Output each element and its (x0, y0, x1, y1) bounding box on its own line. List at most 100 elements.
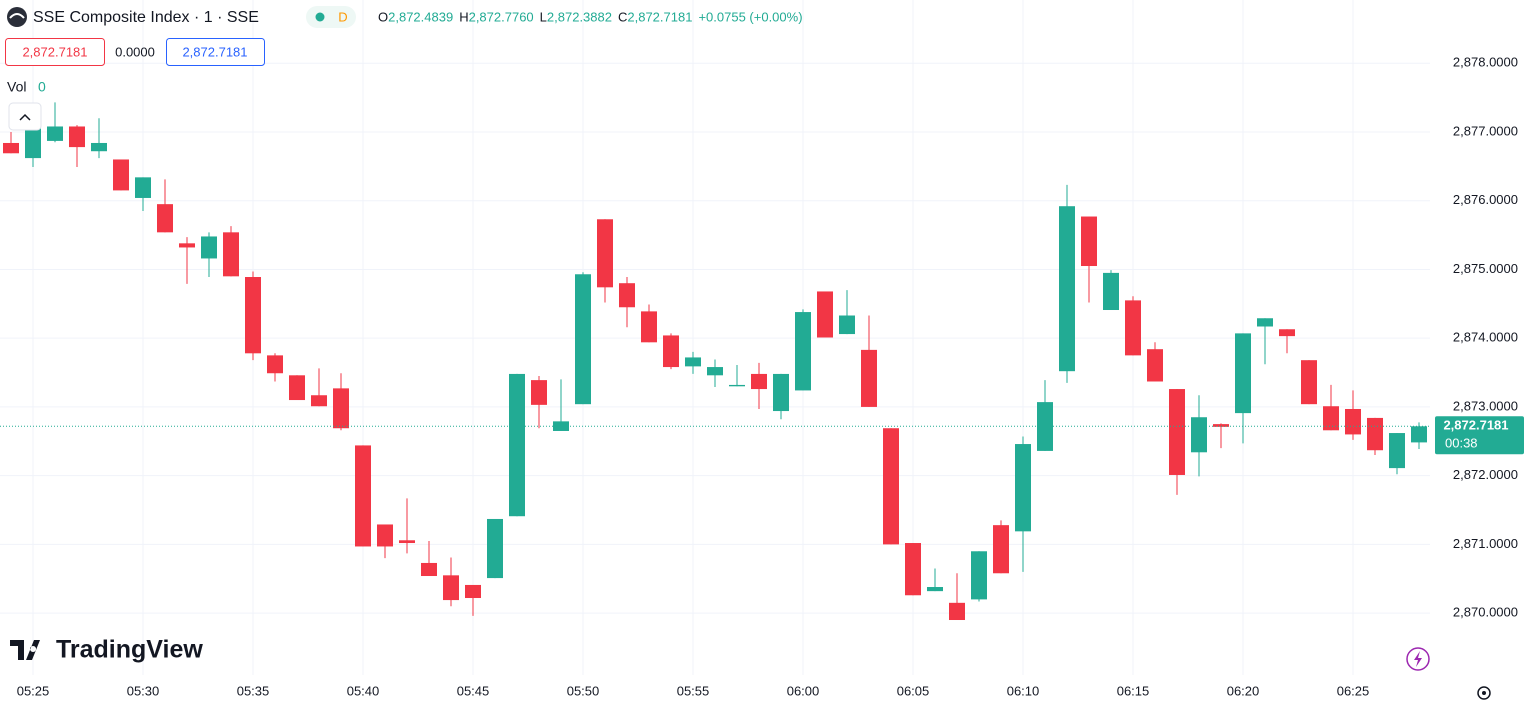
candle-body (1059, 206, 1075, 372)
alert-bolt (1414, 651, 1422, 667)
y-tick-label: 2,873.0000 (1453, 398, 1518, 413)
candle-body (399, 540, 415, 544)
candle-body (1301, 360, 1317, 405)
chart-title[interactable]: SSE Composite Index · 1 · SSE (33, 9, 259, 26)
x-tick-label: 05:45 (457, 683, 490, 698)
x-tick-label: 05:55 (677, 683, 710, 698)
x-tick-label: 05:40 (347, 683, 380, 698)
x-tick-label: 06:00 (787, 683, 820, 698)
collapse-button[interactable] (8, 102, 42, 131)
candle-body (1015, 444, 1031, 532)
candle-body (773, 373, 789, 412)
candle-body (1191, 417, 1207, 453)
last-price-label: 2,872.7181 (1443, 418, 1508, 433)
x-tick-label: 05:50 (567, 683, 600, 698)
sell-price: 2,872.7181 (22, 44, 87, 59)
candle-body (113, 159, 129, 191)
candle-body (707, 367, 723, 376)
y-tick-label: 2,870.0000 (1453, 605, 1518, 620)
candle-body (641, 311, 657, 343)
candle-body (157, 204, 173, 233)
candle-body (861, 349, 877, 407)
candle-body (619, 283, 635, 308)
buy-box[interactable] (166, 38, 265, 66)
candle-body (25, 128, 41, 159)
candle-body (421, 562, 437, 577)
legend-key: L (540, 9, 547, 24)
volume-label: Vol (7, 79, 26, 95)
candle-body (355, 445, 371, 547)
sell-box[interactable] (5, 38, 105, 66)
candle-body (1279, 329, 1295, 337)
x-tick-label: 06:20 (1227, 683, 1260, 698)
x-tick-label: 06:05 (897, 683, 930, 698)
countdown: 00:38 (1445, 436, 1478, 451)
candle-body (971, 551, 987, 600)
candle-body (663, 335, 679, 368)
candle-body (817, 291, 833, 338)
candle-body (927, 587, 943, 592)
collapse-icon (19, 113, 31, 121)
status-dot (315, 12, 325, 22)
candle-body (993, 525, 1009, 574)
candle-body (267, 355, 283, 374)
candle-body (729, 384, 745, 387)
legend-key: C (618, 9, 627, 24)
legend-change: +0.0755 (+0.00%) (698, 9, 802, 24)
candle-body (509, 373, 525, 517)
candle-body (245, 277, 261, 354)
y-tick-label: 2,875.0000 (1453, 261, 1518, 276)
candle-body (1389, 433, 1405, 469)
candle-body (1213, 424, 1229, 427)
candle-body (465, 584, 481, 599)
candle-body (795, 312, 811, 391)
brand-logo (10, 640, 40, 660)
brand-name[interactable]: TradingView (56, 636, 203, 664)
candle-body (377, 524, 393, 547)
buy-price: 2,872.7181 (182, 44, 247, 59)
volume-value: 0 (38, 79, 46, 95)
candle-body (839, 315, 855, 335)
x-tick-label: 05:25 (17, 683, 50, 698)
x-tick-label: 06:10 (1007, 683, 1040, 698)
legend-key: O (378, 9, 388, 24)
candle-body (949, 602, 965, 621)
ohlc-legend: O 2,872.4839 H 2,872.7760 L 2,872.3882 C 2,872.… (378, 9, 803, 24)
candle-body (91, 142, 107, 152)
status-pill[interactable] (306, 6, 356, 28)
candle-body (1103, 272, 1119, 311)
candle-body (1367, 417, 1383, 451)
candle-body (1345, 408, 1361, 435)
last-price-tag (1435, 416, 1524, 455)
candle-body (69, 126, 85, 148)
candle-body (1257, 318, 1273, 327)
plot (0, 102, 1430, 621)
candle-body (1169, 389, 1185, 475)
candle-body (1235, 333, 1251, 414)
candle-body (289, 375, 305, 401)
settings-icon[interactable] (1477, 686, 1491, 700)
candle-body (1323, 406, 1339, 431)
candle-body (883, 428, 899, 545)
y-tick-label: 2,874.0000 (1453, 330, 1518, 345)
candle-body (597, 219, 613, 288)
settings-icon-dot (1482, 691, 1486, 695)
candle-body (1411, 426, 1427, 443)
legend-value: 2,872.3882 (547, 9, 612, 24)
legend-value: 2,872.7760 (469, 9, 534, 24)
candle-body (311, 395, 327, 407)
interval-badge: D (338, 9, 347, 24)
legend-key: H (459, 9, 468, 24)
symbol-icon-mark (9, 13, 25, 19)
y-tick-label: 2,877.0000 (1453, 123, 1518, 138)
candle-body (223, 232, 239, 277)
candle-body (179, 243, 195, 248)
x-tick-label: 05:35 (237, 683, 270, 698)
grid (0, 0, 1430, 675)
candle-body (201, 236, 217, 259)
y-tick-label: 2,871.0000 (1453, 536, 1518, 551)
candle-body (333, 388, 349, 429)
candle-body (47, 126, 63, 141)
candle-body (751, 373, 767, 390)
candle-body (3, 142, 19, 154)
